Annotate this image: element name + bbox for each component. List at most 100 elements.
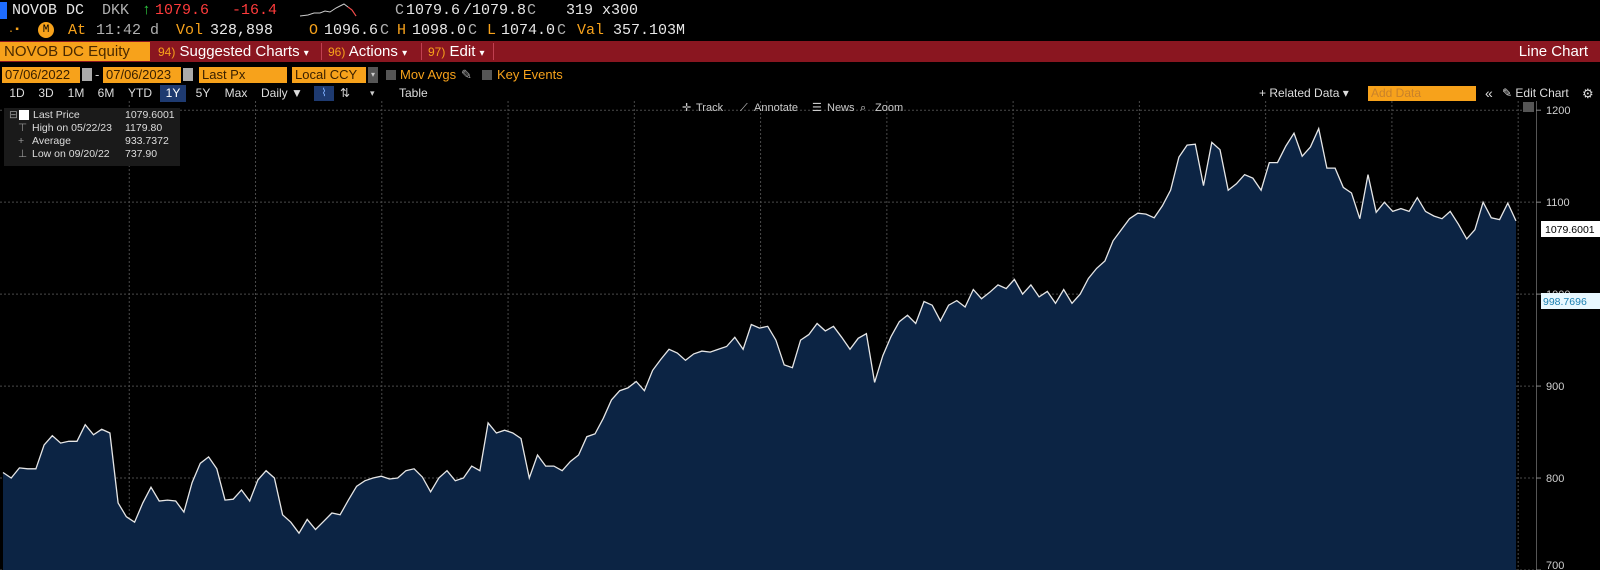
net-change: -16.4 <box>232 2 278 19</box>
crosshair-icon[interactable]: ✛ <box>682 102 692 114</box>
bid-close-flag: C <box>395 2 405 19</box>
collapse-icon[interactable]: « <box>1485 85 1493 101</box>
controls-row: 07/06/2022 - 07/06/2023 Last Px Local CC… <box>0 66 1600 84</box>
period-1y[interactable]: 1Y <box>160 85 186 102</box>
traded-value: 357.103M <box>613 22 686 39</box>
market-status-icon[interactable]: M <box>38 22 54 38</box>
period-3d[interactable]: 3D <box>38 86 54 100</box>
menu-divider <box>493 43 494 60</box>
period-max[interactable]: Max <box>224 86 248 100</box>
period-1m[interactable]: 1M <box>67 86 85 100</box>
at-label: At <box>68 22 87 39</box>
price-line <box>2 126 1517 535</box>
add-data-input[interactable]: Add Data <box>1368 86 1476 101</box>
ask-close-flag: C <box>527 2 537 19</box>
frequency-dropdown[interactable]: Daily ▼ <box>261 86 303 100</box>
open-label: O <box>309 22 319 39</box>
ticker[interactable]: NOVOB DC <box>12 2 85 19</box>
actions-menu[interactable]: 96) Actions ▾ <box>328 41 407 64</box>
legend-label: High on 05/22/23 <box>32 122 112 134</box>
y-axis: 700800900100011001200 <box>1536 105 1570 570</box>
trade-time: 11:42 <box>96 22 142 39</box>
menu-label: Suggested Charts <box>179 43 300 60</box>
currency-dropdown-icon[interactable]: ▾ <box>368 67 378 83</box>
currency-selector[interactable]: Local CCY <box>292 67 366 83</box>
mov-avgs-label[interactable]: Mov Avgs <box>400 67 457 82</box>
edit-chart-button[interactable]: ✎ Edit Chart <box>1502 86 1569 100</box>
calendar-icon[interactable] <box>82 68 92 81</box>
annotate-icon[interactable]: ⟋ <box>740 102 748 114</box>
average-tag-box <box>1541 293 1600 309</box>
menu-number: 97) <box>428 45 446 59</box>
high-value: 1098.0 <box>412 22 467 39</box>
field-selector[interactable]: Last Px <box>199 67 287 83</box>
currency: DKK <box>102 2 130 19</box>
low-label: L <box>487 22 497 39</box>
open-value: 1096.6 <box>324 22 379 39</box>
zoom-icon[interactable]: ⌕ <box>860 102 867 114</box>
news-icon[interactable]: ☰ <box>812 102 822 114</box>
low-marker-icon: ⊥ <box>18 148 28 160</box>
chevron-down-icon: ▾ <box>303 48 309 59</box>
calendar-icon[interactable] <box>183 68 193 81</box>
annotate-button[interactable]: Annotate <box>754 102 799 114</box>
menu-label: Edit <box>449 43 476 60</box>
chart-type-dropdown-icon[interactable]: ▾ <box>370 88 375 98</box>
security-field[interactable]: NOVOB DC Equity <box>0 42 150 61</box>
end-date-field[interactable]: 07/06/2023 <box>103 67 181 83</box>
legend-last-price[interactable]: ⊟ Last Price 1079.6001 <box>4 109 180 122</box>
bid-price: 1079.6 <box>406 2 461 19</box>
legend-value: 737.90 <box>125 148 158 160</box>
legend-tree-icon: ⊟ <box>9 109 18 121</box>
legend-high: ⊤ High on 05/22/23 1179.80 <box>4 122 180 135</box>
function-title: Line Chart <box>1518 43 1588 60</box>
period-6m[interactable]: 6M <box>97 86 115 100</box>
edit-menu[interactable]: 97) Edit ▾ <box>428 41 485 64</box>
line-chart-icon[interactable]: ⌇ <box>314 86 334 101</box>
last-price-tag-text: 1079.6001 <box>1545 224 1595 236</box>
chart-legend: ⊟ Last Price 1079.6001 ⊤ High on 05/22/2… <box>4 108 180 166</box>
table-button[interactable]: Table <box>399 86 428 100</box>
key-events-checkbox[interactable] <box>482 70 492 80</box>
high-label: H <box>397 22 407 39</box>
last-price-tag-box <box>1541 221 1600 237</box>
chart-right-border <box>1536 101 1537 570</box>
menu-label: Actions <box>348 43 398 60</box>
legend-low: ⊥ Low on 09/20/22 737.90 <box>4 148 180 161</box>
date-dash: - <box>95 67 100 82</box>
dots-icon: .▪ <box>8 25 21 36</box>
suggested-charts-menu[interactable]: 94) Suggested Charts ▾ <box>158 41 309 64</box>
average-tag: 998.7696 <box>1541 293 1600 309</box>
bid-ask-size: 319 x300 <box>566 2 639 19</box>
bar-chart-icon[interactable]: ⇅ <box>340 86 351 100</box>
menu-number: 94) <box>158 45 176 59</box>
legend-value: 1179.80 <box>125 122 163 134</box>
chevron-down-icon: ▾ <box>479 48 485 59</box>
key-events-label[interactable]: Key Events <box>497 67 563 82</box>
ticker-marker <box>0 2 7 19</box>
quote-details: .▪ M At 11:42 d Vol 328,898 O 1096.6 C H… <box>0 21 1600 40</box>
y-tick-label: 900 <box>1546 381 1564 393</box>
mov-avgs-checkbox[interactable] <box>386 70 396 80</box>
news-button[interactable]: News <box>827 102 855 114</box>
track-button[interactable]: Track <box>696 102 724 114</box>
legend-label: Average <box>32 135 71 147</box>
related-data-button[interactable]: + Related Data ▾ <box>1259 86 1349 100</box>
low-flag: C <box>557 22 567 39</box>
last-price-swatch <box>19 110 29 120</box>
period-5y[interactable]: 5Y <box>195 86 211 100</box>
volume-value: 328,898 <box>210 22 274 39</box>
zoom-button[interactable]: Zoom <box>875 102 904 114</box>
period-ytd[interactable]: YTD <box>128 86 152 100</box>
pencil-icon[interactable]: ✎ <box>461 67 472 82</box>
period-1d[interactable]: 1D <box>9 86 25 100</box>
menu-number: 96) <box>328 45 346 59</box>
legend-value: 1079.6001 <box>125 109 175 121</box>
gear-icon[interactable]: ⚙ <box>1582 86 1594 101</box>
up-arrow-icon: ↑ <box>142 2 152 19</box>
y-tick-label: 1100 <box>1546 197 1570 209</box>
start-date-field[interactable]: 07/06/2022 <box>2 67 80 83</box>
y-tick-label: 800 <box>1546 473 1564 485</box>
ask-price: /1079.8 <box>463 2 527 19</box>
